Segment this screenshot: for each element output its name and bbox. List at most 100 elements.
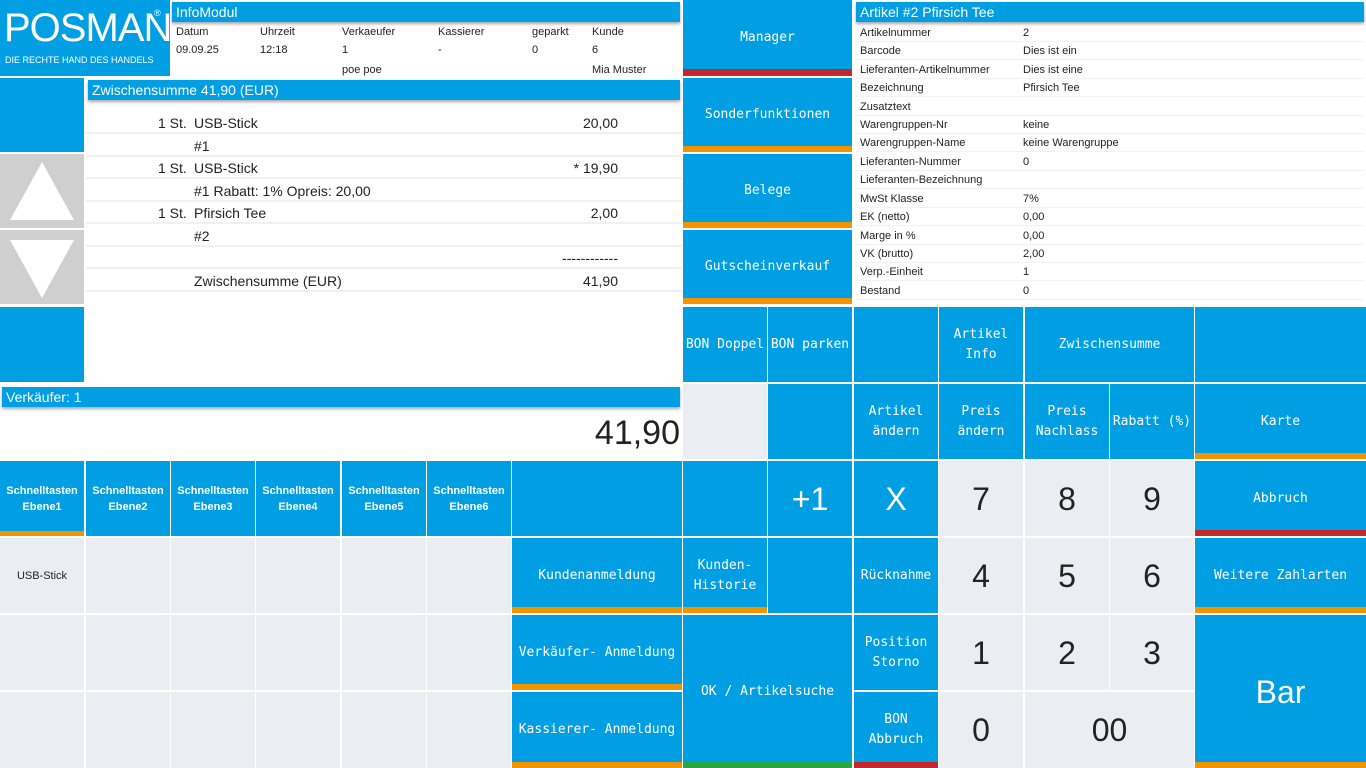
artikel-info-button[interactable]: Artikel Info (939, 307, 1023, 382)
schnelltasten-label: Schnelltasten Ebene3 (177, 484, 249, 513)
preis-aendern-label: Preis ändern (957, 403, 1005, 439)
quick-key-empty[interactable] (171, 692, 255, 768)
receipt-line[interactable]: #2 (86, 225, 682, 247)
kundenanmeldung-button[interactable]: Kundenanmeldung (512, 538, 682, 613)
receipt-line[interactable]: 1 St. USB-Stick * 19,90 (86, 157, 682, 179)
kassierer-anmeldung-button[interactable]: Kassierer- Anmeldung (512, 692, 682, 768)
article-row-label: Warengruppen-Name (860, 137, 966, 149)
scroll-bottom-button[interactable] (0, 307, 84, 382)
numpad-3[interactable]: 3 (1110, 615, 1194, 690)
empty-function-button[interactable] (683, 461, 767, 536)
numpad-9[interactable]: 9 (1110, 461, 1194, 536)
numpad-7[interactable]: 7 (939, 461, 1023, 536)
abbruch-label: Abbruch (1253, 490, 1308, 506)
artikel-aendern-button[interactable]: Artikel ändern (854, 384, 938, 459)
receipt-line[interactable]: 1 St. USB-Stick 20,00 (86, 112, 682, 134)
karte-button[interactable]: Karte (1195, 384, 1366, 459)
abbruch-button[interactable]: Abbruch (1195, 461, 1366, 536)
preis-aendern-button[interactable]: Preis ändern (939, 384, 1023, 459)
position-storno-button[interactable]: Position Storno (854, 615, 938, 690)
quick-key-empty[interactable] (86, 538, 170, 613)
quick-key-empty[interactable] (342, 692, 426, 768)
numpad-5[interactable]: 5 (1025, 538, 1109, 613)
quick-key-empty[interactable] (171, 615, 255, 690)
schnelltasten-ebene6-tab[interactable]: Schnelltasten Ebene6 (427, 461, 511, 536)
ruecknahme-button[interactable]: Rücknahme (854, 538, 938, 613)
kundenanmeldung-label: Kundenanmeldung (538, 567, 656, 583)
quick-key-empty[interactable] (0, 615, 84, 690)
schnelltasten-ebene5-tab[interactable]: Schnelltasten Ebene5 (342, 461, 426, 536)
sonderfunktionen-button[interactable]: Sonderfunktionen (683, 78, 852, 152)
schnelltasten-ebene4-tab[interactable]: Schnelltasten Ebene4 (256, 461, 340, 536)
info-value-date: 09.09.25 (176, 44, 219, 56)
article-row-label: Artikelnummer (860, 27, 931, 39)
multiply-x-button[interactable]: X (854, 461, 938, 536)
empty-gray-cell (683, 384, 767, 459)
quick-key-empty[interactable] (427, 538, 511, 613)
receipt-qty: 1 St. (158, 115, 187, 131)
quick-key-empty[interactable] (256, 538, 340, 613)
schnelltasten-ebene3-tab[interactable]: Schnelltasten Ebene3 (171, 461, 255, 536)
bar-payment-button[interactable]: Bar (1195, 615, 1366, 768)
bon-parken-button[interactable]: BON parken (768, 307, 852, 382)
total-display: 41,90 (594, 414, 680, 452)
empty-function-button[interactable] (768, 538, 852, 613)
article-row-value: 0 (1023, 285, 1030, 297)
gutscheinverkauf-button[interactable]: Gutscheinverkauf (683, 230, 852, 304)
article-row-label: Barcode (860, 45, 901, 57)
numpad-4[interactable]: 4 (939, 538, 1023, 613)
quick-key-empty[interactable] (86, 692, 170, 768)
receipt-text: USB-Stick (194, 115, 258, 131)
zwischensumme-button[interactable]: Zwischensumme (1025, 307, 1194, 382)
quick-key-empty[interactable] (256, 692, 340, 768)
schnelltasten-ebene1-tab[interactable]: Schnelltasten Ebene1 (0, 461, 84, 536)
numpad-8[interactable]: 8 (1025, 461, 1109, 536)
quick-key-empty[interactable] (256, 615, 340, 690)
receipt-line[interactable]: 1 St. Pfirsich Tee 2,00 (86, 202, 682, 224)
scroll-up-button[interactable] (0, 154, 84, 228)
empty-function-button[interactable] (512, 461, 682, 536)
ok-artikelsuche-button[interactable]: OK / Artikelsuche (683, 615, 852, 768)
preis-nachlass-button[interactable]: Preis Nachlass (1025, 384, 1109, 459)
receipt-line[interactable]: #1 Rabatt: 1% Opreis: 20,00 (86, 180, 682, 202)
scroll-down-button[interactable] (0, 230, 84, 304)
quick-key-empty[interactable] (342, 615, 426, 690)
quick-key-empty[interactable] (427, 692, 511, 768)
quick-key-empty[interactable] (86, 615, 170, 690)
numpad-2[interactable]: 2 (1025, 615, 1109, 690)
article-row-label: Marge in % (860, 230, 916, 242)
subtotal-header: Zwischensumme 41,90 (EUR) (88, 80, 680, 100)
quick-key-empty[interactable] (0, 692, 84, 768)
scroll-top-button[interactable] (0, 78, 84, 152)
manager-button[interactable]: Manager (683, 0, 852, 76)
schnelltasten-ebene2-tab[interactable]: Schnelltasten Ebene2 (86, 461, 170, 536)
artikel-aendern-label: Artikel ändern (868, 403, 924, 439)
numpad-1[interactable]: 1 (939, 615, 1023, 690)
empty-function-button[interactable] (768, 384, 852, 459)
verkaeufer-anmeldung-button[interactable]: Verkäufer- Anmeldung (512, 615, 682, 690)
bon-doppel-button[interactable]: BON Doppel (683, 307, 767, 382)
article-row-label: Bezeichnung (860, 82, 924, 94)
empty-function-button[interactable] (854, 307, 938, 382)
empty-payment-button[interactable] (1195, 307, 1366, 382)
plus-one-button[interactable]: +1 (768, 461, 852, 536)
article-row-value: 0 (1023, 156, 1030, 168)
receipt-line[interactable]: #1 (86, 135, 682, 157)
numpad-0[interactable]: 0 (939, 692, 1023, 768)
posman-logo: POSMAN ® DIE RECHTE HAND DES HANDELS (0, 0, 172, 76)
quick-key-empty[interactable] (171, 538, 255, 613)
weitere-zahlarten-button[interactable]: Weitere Zahlarten (1195, 538, 1366, 613)
quick-key-empty[interactable] (342, 538, 426, 613)
numpad-00[interactable]: 00 (1025, 692, 1194, 768)
kunden-historie-button[interactable]: Kunden- Historie (683, 538, 767, 613)
preis-nachlass-label: Preis Nachlass (1035, 403, 1099, 439)
numpad-00-label: 00 (1091, 712, 1128, 748)
bon-abbruch-button[interactable]: BON Abbruch (854, 692, 938, 768)
rabatt-button[interactable]: Rabatt (%) (1110, 384, 1194, 459)
receipt-text: Zwischensumme (EUR) (194, 273, 342, 289)
belege-button[interactable]: Belege (683, 154, 852, 228)
quick-key-empty[interactable] (427, 615, 511, 690)
schnelltasten-label: Schnelltasten Ebene6 (433, 484, 505, 513)
numpad-6[interactable]: 6 (1110, 538, 1194, 613)
quick-key-usb-stick[interactable]: USB-Stick (0, 538, 84, 613)
